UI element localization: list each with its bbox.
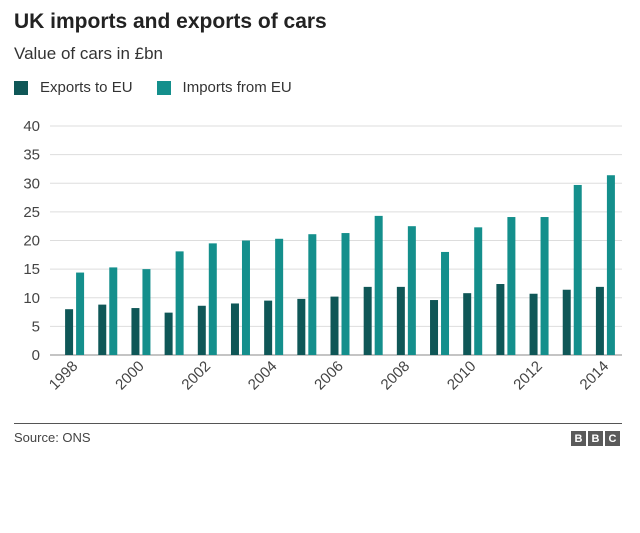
bar-imports — [441, 251, 450, 355]
x-tick-label: 2014 — [577, 358, 613, 394]
bar-imports — [208, 243, 217, 355]
source-note: Source: ONS — [14, 430, 91, 445]
bar-imports — [76, 272, 85, 355]
y-tick-label: 40 — [23, 118, 40, 135]
y-tick-label: 15 — [23, 261, 40, 278]
legend: Exports to EU Imports from EU — [14, 79, 316, 96]
x-tick-label: 2012 — [510, 358, 546, 394]
x-tick-label: 2004 — [245, 358, 281, 394]
y-tick-label: 25 — [23, 204, 40, 221]
bar-imports — [507, 217, 516, 355]
bar-imports — [341, 233, 350, 355]
bar-imports — [142, 269, 151, 355]
y-tick-label: 20 — [23, 233, 40, 250]
y-tick-label: 10 — [23, 290, 40, 307]
bar-imports — [374, 215, 383, 355]
bar-exports — [363, 286, 372, 355]
bar-imports — [308, 234, 317, 355]
y-tick-label: 5 — [32, 318, 40, 335]
bar-imports — [540, 217, 549, 355]
bar-chart: 0 5 10 15 20 25 30 35 40 1998 2000 2002 2004 2006 2008… — [23, 118, 622, 394]
bar-exports — [264, 300, 273, 355]
bbc-logo-letter: B — [588, 431, 603, 446]
x-tick-label: 1998 — [46, 358, 82, 394]
bar-exports — [98, 304, 107, 355]
legend-label-exports: Exports to EU — [40, 79, 133, 96]
bar-exports — [396, 286, 405, 355]
footer-divider — [14, 423, 622, 424]
bar-imports — [474, 227, 483, 355]
bar-exports — [430, 300, 439, 355]
legend-swatch-exports — [14, 80, 28, 95]
legend-item-imports: Imports from EU — [156, 79, 292, 96]
bar-exports — [131, 308, 140, 355]
chart-subtitle: Value of cars in £bn — [14, 44, 163, 63]
bar-imports — [109, 267, 118, 355]
bar-exports — [330, 296, 339, 355]
bar-exports — [65, 309, 74, 355]
legend-item-exports: Exports to EU — [14, 79, 133, 96]
bar-exports — [197, 305, 206, 355]
chart-title: UK imports and exports of cars — [14, 10, 327, 33]
y-tick-label: 35 — [23, 147, 40, 164]
bar-exports — [496, 284, 505, 355]
bbc-logo: B B C — [569, 431, 620, 446]
bar-imports — [606, 175, 615, 355]
x-tick-label: 2006 — [311, 358, 347, 394]
x-tick-label: 2000 — [112, 358, 148, 394]
x-tick-label: 2010 — [444, 358, 480, 394]
bar-exports — [230, 303, 239, 355]
bbc-logo-letter: C — [605, 431, 620, 446]
bar-exports — [297, 298, 306, 355]
bar-exports — [529, 293, 538, 355]
bar-imports — [573, 184, 582, 355]
bar-exports — [595, 286, 604, 355]
x-tick-label: 2002 — [179, 358, 215, 394]
x-tick-label: 2008 — [378, 358, 414, 394]
bar-exports — [562, 289, 571, 355]
bbc-logo-letter: B — [571, 431, 586, 446]
legend-swatch-imports — [156, 80, 171, 95]
bar-imports — [275, 238, 284, 355]
y-tick-label: 0 — [32, 347, 40, 364]
bar-exports — [463, 293, 472, 355]
y-tick-label: 30 — [23, 175, 40, 192]
legend-label-imports: Imports from EU — [182, 79, 292, 96]
bar-imports — [407, 226, 416, 355]
bar-exports — [164, 312, 173, 355]
bar-imports — [175, 251, 184, 355]
bar-imports — [241, 240, 250, 355]
